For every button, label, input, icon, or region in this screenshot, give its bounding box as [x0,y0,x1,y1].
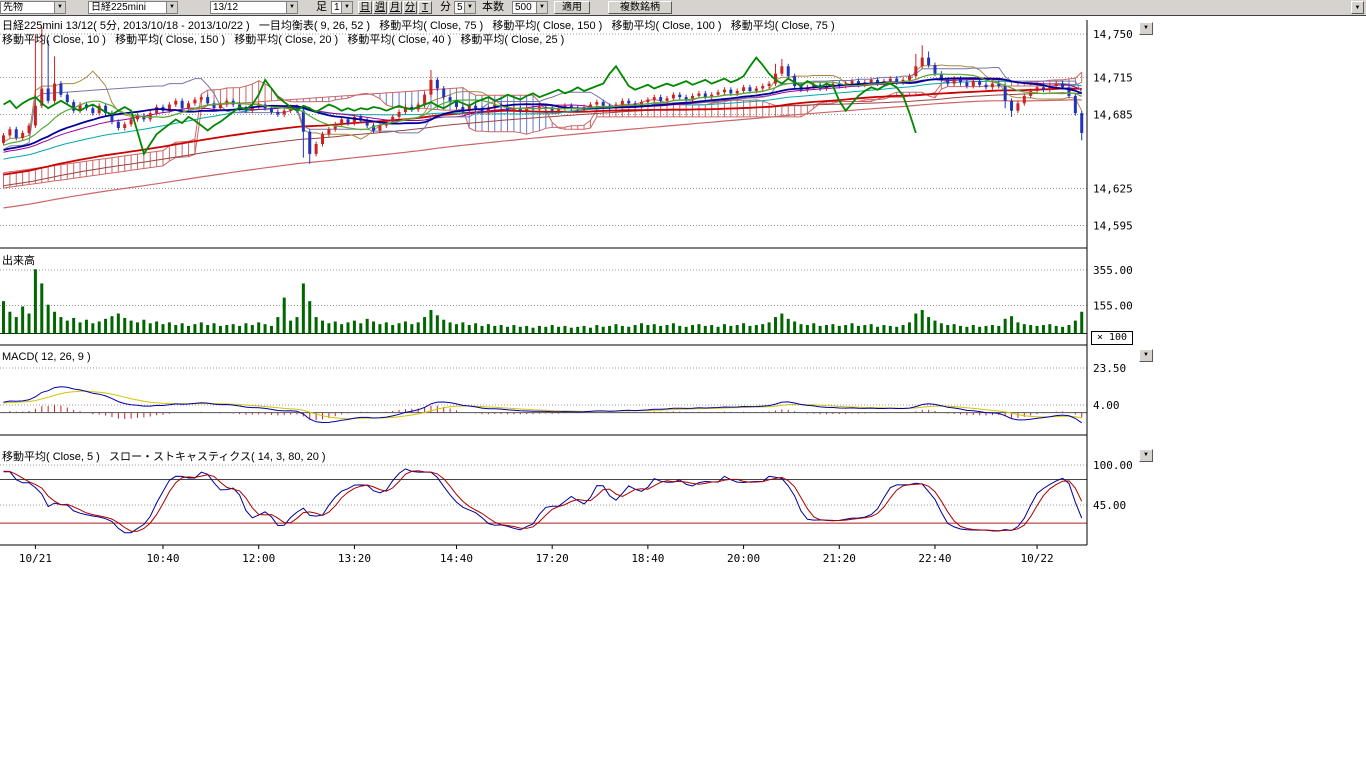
chevron-down-icon[interactable]: ▼ [286,2,297,13]
multi-symbol-button[interactable]: 複数銘柄 [608,1,672,14]
chevron-down-icon: ▼ [1143,25,1149,31]
bar-count-value: 500 [513,2,536,13]
volume-multiplier-badge: × 100 [1091,331,1133,345]
svg-text:100.00: 100.00 [1093,459,1133,472]
pane-borders [0,20,1087,545]
bar-count-input[interactable]: 500 ▼ [512,1,548,14]
chevron-down-icon: ▼ [1143,452,1149,458]
macd-pane-menu-button[interactable]: ▼ [1139,349,1153,362]
svg-text:10/21: 10/21 [19,552,52,565]
period-week-button[interactable]: 週 [373,1,387,14]
minute-interval-value: 5 [455,2,464,13]
bar-interval-input[interactable]: 1 ▼ [331,1,353,14]
apply-button[interactable]: 適用 [554,1,590,14]
period-tick-button[interactable]: T [418,1,432,14]
stochastics-series [0,469,1087,533]
svg-text:14,715: 14,715 [1093,71,1133,84]
chevron-down-icon[interactable]: ▼ [54,2,65,13]
spinner-icon[interactable]: ▼ [464,2,475,13]
svg-text:14,685: 14,685 [1093,108,1133,121]
bar-type-label: 足 [316,2,327,13]
stoch-pane-label: 移動平均( Close, 5 ) スロー・ストキャスティクス( 14, 3, 8… [2,448,326,464]
price-pane-legend-2: 移動平均( Close, 10 ) 移動平均( Close, 150 ) 移動平… [2,34,564,47]
toolbar-corner-button[interactable]: ▼ [1351,1,1364,14]
svg-text:22:40: 22:40 [918,552,951,565]
spinner-icon[interactable]: ▼ [341,2,352,13]
svg-text:13:20: 13:20 [338,552,371,565]
period-minute-button[interactable]: 分 [403,1,417,14]
symbol-select-value: 日経225mini [89,2,166,13]
chart-region: 14,750 14,715 14,685 14,625 14,595 355.00 155.… [0,16,1366,768]
chart-canvas[interactable]: 14,750 14,715 14,685 14,625 14,595 355.00 155.… [0,16,1366,596]
chevron-down-icon: ▼ [1143,352,1149,358]
spinner-icon[interactable]: ▼ [536,2,547,13]
svg-text:355.00: 355.00 [1093,264,1133,277]
svg-text:18:40: 18:40 [631,552,664,565]
svg-text:12:00: 12:00 [242,552,275,565]
period-month-button[interactable]: 月 [388,1,402,14]
svg-text:21:20: 21:20 [823,552,856,565]
volume-pane-label: 出来高 [2,252,35,268]
price-pane-legend-1: 日経225mini 13/12( 5分, 2013/10/18 - 2013/1… [2,20,835,33]
minute-label: 分 [440,2,451,13]
chevron-down-icon: ▼ [1355,5,1361,11]
ichimoku-cloud [4,72,1082,188]
svg-text:17:20: 17:20 [536,552,569,565]
symbol-select[interactable]: 日経225mini ▼ [88,1,178,14]
chevron-down-icon[interactable]: ▼ [166,2,177,13]
svg-text:23.50: 23.50 [1093,362,1126,375]
volume-series [0,269,1087,333]
period-day-button[interactable]: 日 [358,1,372,14]
bar-interval-value: 1 [332,2,341,13]
svg-text:14:40: 14:40 [440,552,473,565]
svg-text:14,625: 14,625 [1093,182,1133,195]
contract-month-value: 13/12 [211,2,286,13]
svg-text:10/22: 10/22 [1020,552,1053,565]
svg-text:14,750: 14,750 [1093,28,1133,41]
price-pane-menu-button[interactable]: ▼ [1139,22,1153,35]
svg-text:10:40: 10:40 [146,552,179,565]
contract-month-select[interactable]: 13/12 ▼ [210,1,298,14]
toolbar: 先物 ▼ 日経225mini ▼ 13/12 ▼ 足 1 ▼ 日 週 月 分 T… [0,0,1366,16]
minute-interval-input[interactable]: 5 ▼ [454,1,476,14]
macd-pane-label: MACD( 12, 26, 9 ) [2,351,91,363]
axis-labels: 14,750 14,715 14,685 14,625 14,595 355.00 155.… [1093,28,1133,512]
bar-count-label: 本数 [482,2,504,13]
svg-text:155.00: 155.00 [1093,300,1133,313]
svg-text:20:00: 20:00 [727,552,760,565]
market-select-value: 先物 [1,2,54,13]
svg-text:45.00: 45.00 [1093,499,1126,512]
market-select[interactable]: 先物 ▼ [0,1,66,14]
x-axis: 10/21 10:40 12:00 13:20 14:40 17:20 18:40 20:00… [19,545,1054,565]
svg-text:4.00: 4.00 [1093,399,1120,412]
svg-text:14,595: 14,595 [1093,220,1133,233]
stoch-pane-menu-button[interactable]: ▼ [1139,449,1153,462]
